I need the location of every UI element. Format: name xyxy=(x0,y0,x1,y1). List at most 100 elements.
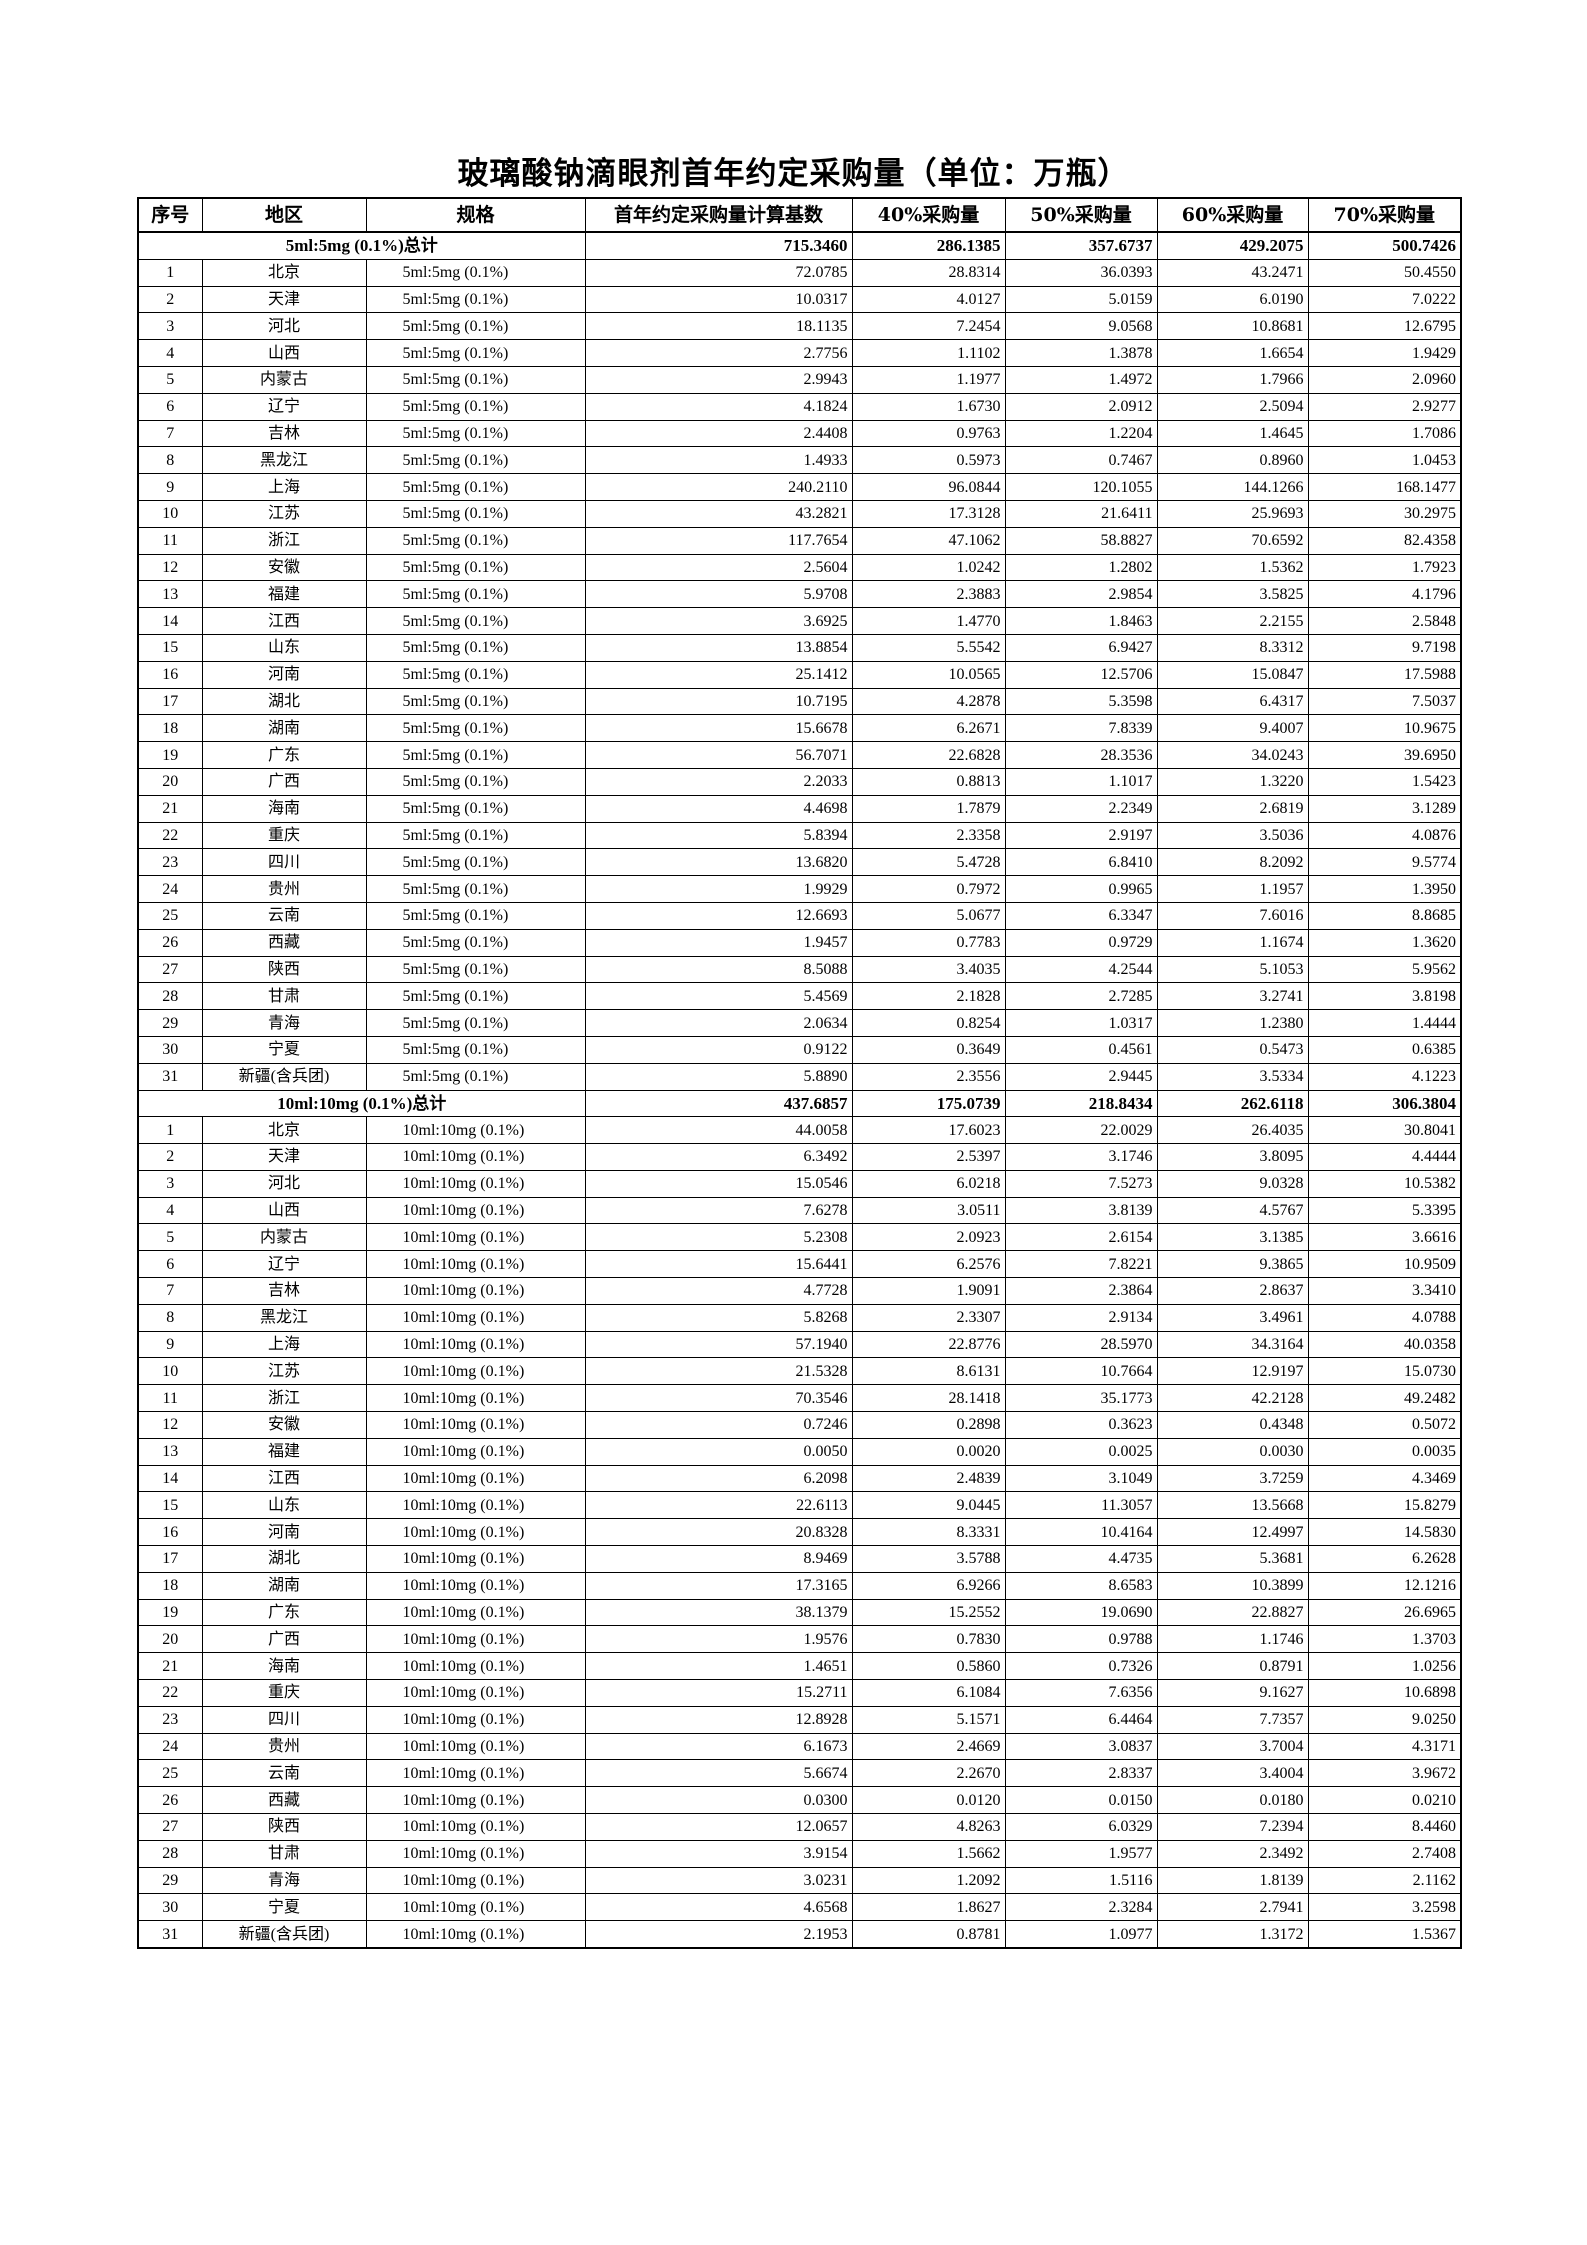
base-quantity: 56.7071 xyxy=(584,741,853,769)
table-row: 16 河南 5ml:5mg (0.1%) 25.1412 10.0565 12.5706 1… xyxy=(137,660,1462,689)
qty-60pct: 7.2394 xyxy=(1156,1813,1309,1841)
qty-40pct: 96.0844 xyxy=(851,473,1006,501)
qty-40pct: 22.8776 xyxy=(851,1330,1006,1359)
qty-60pct: 3.4961 xyxy=(1156,1303,1309,1332)
qty-40pct: 1.6730 xyxy=(851,392,1006,421)
qty-60pct: 15.0847 xyxy=(1156,660,1309,689)
qty-60pct: 9.1627 xyxy=(1156,1679,1309,1707)
qty-60pct: 1.7966 xyxy=(1156,365,1309,394)
table-row: 20 广西 5ml:5mg (0.1%) 2.2033 0.8813 1.1017 1.32… xyxy=(137,767,1462,796)
region: 广东 xyxy=(201,1598,367,1627)
region: 湖南 xyxy=(201,714,367,743)
qty-70pct: 8.4460 xyxy=(1307,1813,1462,1841)
row-index: 4 xyxy=(137,1196,203,1225)
region: 湖南 xyxy=(201,1571,367,1600)
base-quantity: 6.1673 xyxy=(584,1732,853,1761)
spec: 5ml:5mg (0.1%) xyxy=(365,633,586,662)
region: 重庆 xyxy=(201,821,367,850)
table-row: 28 甘肃 5ml:5mg (0.1%) 5.4569 2.1828 2.7285 3.27… xyxy=(137,982,1462,1011)
qty-60pct: 1.2380 xyxy=(1156,1009,1309,1037)
table-row: 22 重庆 5ml:5mg (0.1%) 5.8394 2.3358 2.9197 3.50… xyxy=(137,821,1462,850)
table-row: 30 宁夏 10ml:10mg (0.1%) 4.6568 1.8627 2.3284 2.… xyxy=(137,1893,1462,1922)
base-quantity: 4.4698 xyxy=(584,794,853,823)
qty-60pct: 0.4348 xyxy=(1156,1411,1309,1439)
spec: 5ml:5mg (0.1%) xyxy=(365,767,586,796)
row-index: 6 xyxy=(137,1250,203,1279)
qty-40pct: 2.3358 xyxy=(851,821,1006,850)
qty-60pct: 3.7004 xyxy=(1156,1732,1309,1761)
qty-70pct: 12.1216 xyxy=(1307,1571,1462,1600)
qty-60pct: 9.0328 xyxy=(1156,1169,1309,1198)
base-quantity: 4.6568 xyxy=(584,1893,853,1922)
spec: 10ml:10mg (0.1%) xyxy=(365,1437,586,1466)
qty-40pct: 4.0127 xyxy=(851,285,1006,314)
qty-60pct: 9.4007 xyxy=(1156,714,1309,743)
region: 天津 xyxy=(201,285,367,314)
spec: 10ml:10mg (0.1%) xyxy=(365,1411,586,1439)
qty-60pct: 5.3681 xyxy=(1156,1545,1309,1573)
base-quantity: 2.4408 xyxy=(584,419,853,448)
table-row: 7 吉林 5ml:5mg (0.1%) 2.4408 0.9763 1.2204 1.464… xyxy=(137,419,1462,448)
table-row: 1 北京 10ml:10mg (0.1%) 44.0058 17.6023 22.0029… xyxy=(137,1116,1462,1145)
table-row: 21 海南 5ml:5mg (0.1%) 4.4698 1.7879 2.2349 2.68… xyxy=(137,794,1462,823)
spec: 10ml:10mg (0.1%) xyxy=(365,1169,586,1198)
header-70pct: 70%采购量 xyxy=(1307,197,1462,233)
spec: 10ml:10mg (0.1%) xyxy=(365,1384,586,1413)
spec: 5ml:5mg (0.1%) xyxy=(365,553,586,582)
row-index: 15 xyxy=(137,1491,203,1520)
table-row: 29 青海 5ml:5mg (0.1%) 2.0634 0.8254 1.0317 1.23… xyxy=(137,1009,1462,1037)
base-quantity: 6.2098 xyxy=(584,1464,853,1493)
base-quantity: 2.1953 xyxy=(584,1920,853,1949)
section-total-label: 10ml:10mg (0.1%)总计 xyxy=(137,1089,586,1118)
region: 贵州 xyxy=(201,1732,367,1761)
table-row: 25 云南 5ml:5mg (0.1%) 12.6693 5.0677 6.3347 7.6… xyxy=(137,901,1462,930)
row-index: 2 xyxy=(137,1143,203,1171)
spec: 5ml:5mg (0.1%) xyxy=(365,741,586,769)
region: 新疆(含兵团) xyxy=(201,1062,367,1091)
spec: 5ml:5mg (0.1%) xyxy=(365,339,586,367)
region: 上海 xyxy=(201,1330,367,1359)
page-title: 玻璃酸钠滴眼剂首年约定采购量（单位：万瓶） xyxy=(457,156,1130,192)
region: 山西 xyxy=(201,339,367,367)
qty-50pct: 10.4164 xyxy=(1004,1518,1158,1547)
base-quantity: 1.9929 xyxy=(584,875,853,903)
qty-70pct: 10.9509 xyxy=(1307,1250,1462,1279)
header-40pct: 40%采购量 xyxy=(851,197,1006,233)
base-quantity: 5.9708 xyxy=(584,580,853,609)
row-index: 17 xyxy=(137,687,203,716)
region: 江苏 xyxy=(201,499,367,528)
table-row: 17 湖北 5ml:5mg (0.1%) 10.7195 4.2878 5.3598 6.4… xyxy=(137,687,1462,716)
qty-40pct: 1.0242 xyxy=(851,553,1006,582)
qty-50pct: 7.5273 xyxy=(1004,1169,1158,1198)
qty-60pct: 34.3164 xyxy=(1156,1330,1309,1359)
spec: 10ml:10mg (0.1%) xyxy=(365,1813,586,1841)
qty-60pct: 2.7941 xyxy=(1156,1893,1309,1922)
region: 青海 xyxy=(201,1009,367,1037)
table-row: 31 新疆(含兵团) 5ml:5mg (0.1%) 5.8890 2.3556 2.944… xyxy=(137,1062,1462,1091)
base-quantity: 240.2110 xyxy=(584,473,853,501)
table-row: 26 西藏 5ml:5mg (0.1%) 1.9457 0.7783 0.9729 1.16… xyxy=(137,928,1462,957)
base-quantity: 13.6820 xyxy=(584,848,853,877)
table-row: 26 西藏 10ml:10mg (0.1%) 0.0300 0.0120 0.0150 0.… xyxy=(137,1786,1462,1815)
section-total-qty-40pct: 286.1385 xyxy=(851,231,1006,260)
qty-60pct: 25.9693 xyxy=(1156,499,1309,528)
qty-40pct: 0.7783 xyxy=(851,928,1006,957)
region: 西藏 xyxy=(201,928,367,957)
qty-70pct: 10.6898 xyxy=(1307,1679,1462,1707)
qty-70pct: 10.9675 xyxy=(1307,714,1462,743)
row-index: 26 xyxy=(137,1786,203,1815)
qty-60pct: 7.7357 xyxy=(1156,1705,1309,1734)
qty-70pct: 14.5830 xyxy=(1307,1518,1462,1547)
qty-60pct: 5.1053 xyxy=(1156,955,1309,984)
qty-70pct: 1.3950 xyxy=(1307,875,1462,903)
qty-40pct: 1.1977 xyxy=(851,365,1006,394)
region: 吉林 xyxy=(201,419,367,448)
table-row: 2 天津 10ml:10mg (0.1%) 6.3492 2.5397 3.1746 3.8… xyxy=(137,1143,1462,1171)
qty-70pct: 0.6385 xyxy=(1307,1035,1462,1064)
qty-70pct: 1.4444 xyxy=(1307,1009,1462,1037)
qty-70pct: 2.7408 xyxy=(1307,1839,1462,1868)
qty-50pct: 7.6356 xyxy=(1004,1679,1158,1707)
region: 西藏 xyxy=(201,1786,367,1815)
row-index: 18 xyxy=(137,714,203,743)
qty-40pct: 0.7972 xyxy=(851,875,1006,903)
